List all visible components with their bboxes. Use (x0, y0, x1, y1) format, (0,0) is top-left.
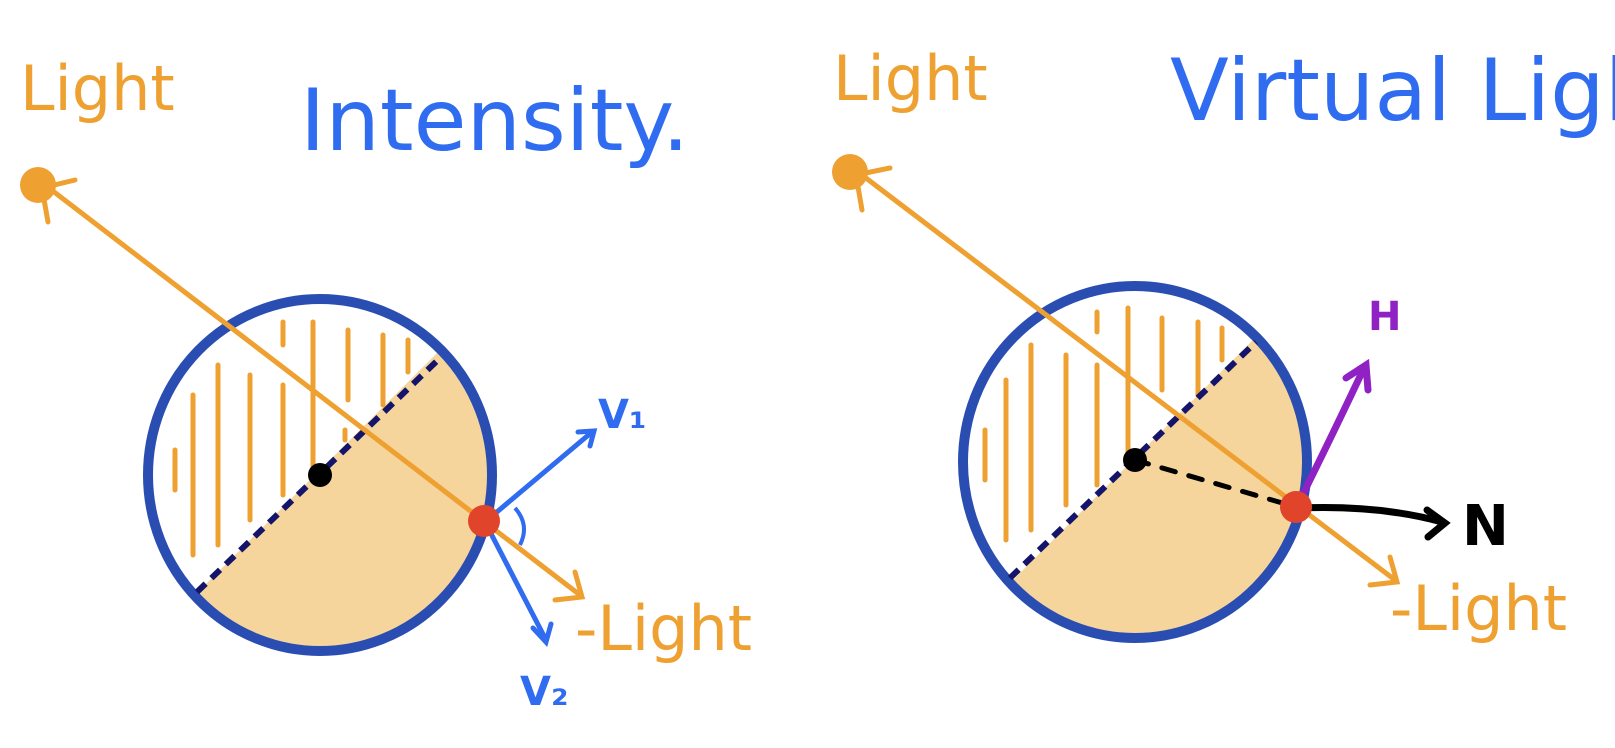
light-source-point-2 (832, 154, 868, 190)
sphere-center-point-2 (1123, 448, 1147, 472)
v1-label: V₁ (598, 392, 646, 438)
intensity-title: Intensity. (300, 71, 689, 171)
n-label: N (1462, 494, 1509, 559)
v2-arrow (482, 519, 554, 647)
center-to-point-dashed (1132, 457, 1299, 510)
intensity-panel: Intensity. Light (20, 52, 752, 715)
n-vector-arrow (1296, 504, 1451, 541)
virtual-light-panel: Virtual Light Light (832, 41, 1615, 645)
light-source-point (20, 167, 56, 203)
light-source-label: Light (20, 52, 175, 125)
lit-hemisphere-2 (965, 308, 1307, 638)
surface-point (468, 505, 500, 537)
sphere-center-point (308, 463, 332, 487)
angle-arc-icon (513, 506, 526, 546)
shadow-hatching (172, 319, 411, 558)
sphere-2 (958, 281, 1312, 643)
v2-label: V₂ (520, 669, 568, 715)
neg-light-label: -Light (575, 592, 752, 665)
shadow-hatching-2 (982, 305, 1225, 543)
neg-light-label-2: -Light (1390, 572, 1567, 645)
v1-arrow (482, 428, 598, 525)
h-vector-arrow (1296, 358, 1372, 504)
sphere (143, 294, 497, 656)
lit-hemisphere (150, 320, 492, 651)
light-source-label-2: Light (833, 42, 988, 115)
surface-point-2 (1280, 491, 1312, 523)
sphere-outline-2 (958, 281, 1312, 643)
sphere-outline (143, 294, 497, 656)
h-label: H (1368, 294, 1401, 340)
virtual-light-title: Virtual Light (1170, 41, 1615, 141)
